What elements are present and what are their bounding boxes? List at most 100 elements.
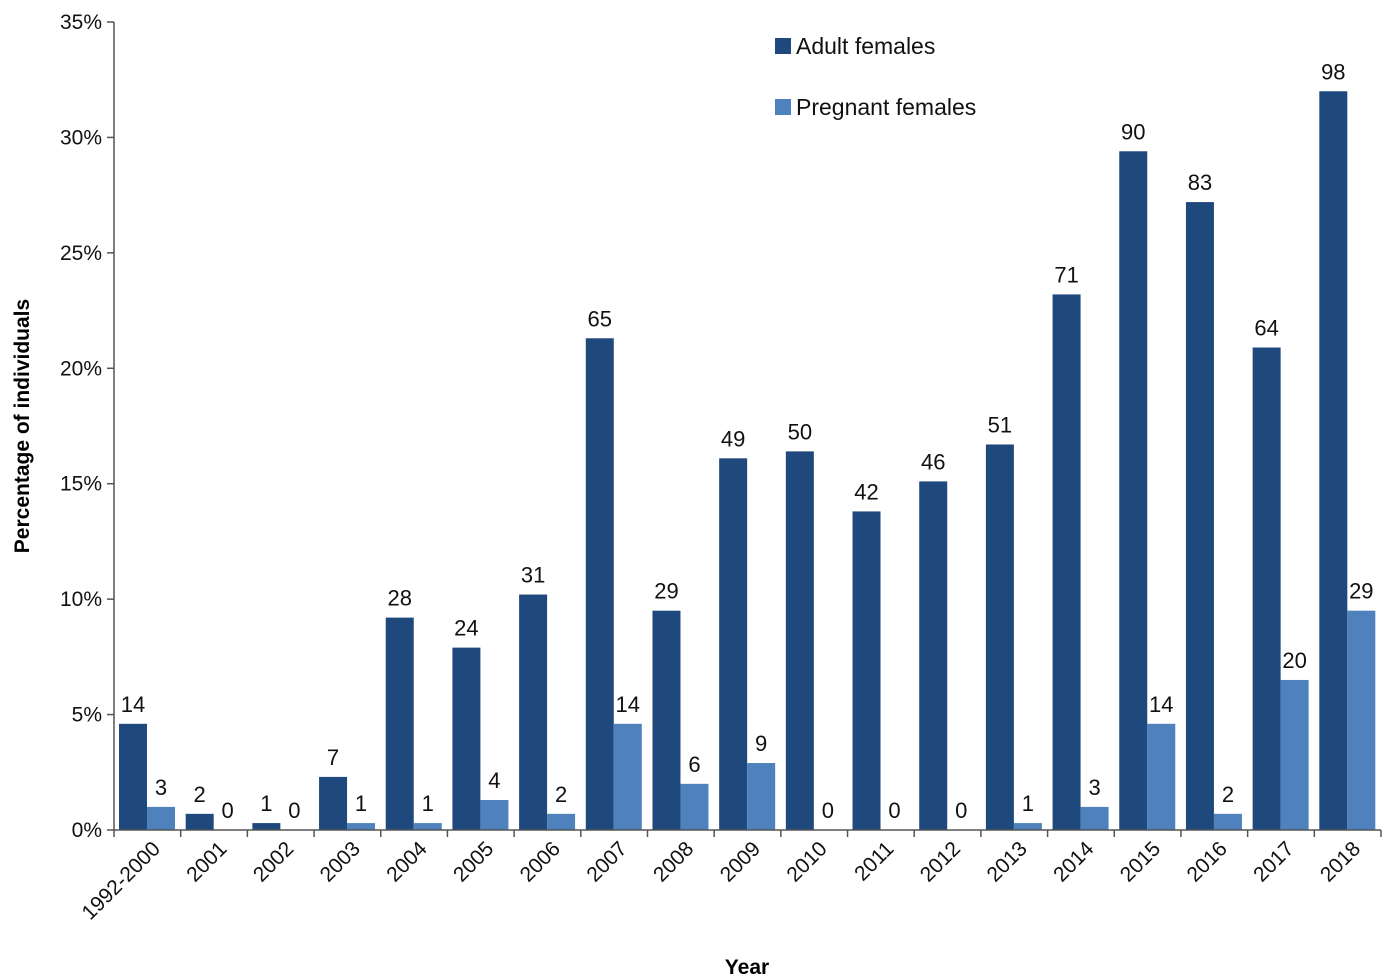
- x-tick-label: 2018: [1316, 837, 1365, 886]
- data-label: 0: [288, 798, 300, 823]
- data-label: 14: [121, 692, 145, 717]
- y-tick-label: 20%: [60, 357, 102, 380]
- legend-label-pregnant-females: Pregnant females: [796, 94, 976, 120]
- x-tick-label: 2004: [382, 837, 432, 887]
- bar: [1052, 294, 1081, 830]
- bar: [547, 813, 576, 830]
- data-label: 2: [194, 782, 206, 807]
- bar: [613, 723, 642, 830]
- bar: [652, 610, 681, 830]
- y-axis-ticks: 0% 5% 10% 15% 20% 25% 30% 35%: [60, 11, 114, 842]
- bar: [1080, 806, 1109, 830]
- data-label: 29: [1349, 579, 1373, 604]
- y-tick-label: 35%: [60, 11, 102, 34]
- x-tick-label: 2003: [316, 837, 365, 886]
- x-tick-label: 2011: [850, 837, 898, 885]
- x-tick-label: 1992-2000: [78, 837, 165, 924]
- bar: [1147, 723, 1176, 830]
- data-label: 1: [260, 791, 272, 816]
- plot-area: [119, 91, 1376, 830]
- data-label: 51: [988, 412, 1012, 437]
- bar: [919, 481, 948, 830]
- data-label: 9: [755, 731, 767, 756]
- bar: [1013, 823, 1042, 830]
- y-tick-label: 30%: [60, 126, 102, 149]
- y-tick-label: 25%: [60, 242, 102, 265]
- bar: [1252, 347, 1281, 830]
- data-label: 64: [1254, 316, 1278, 341]
- bar: [585, 338, 614, 830]
- data-label: 1: [422, 791, 434, 816]
- bar: [480, 799, 509, 830]
- bar: [1280, 679, 1309, 830]
- x-tick-label: 2013: [982, 837, 1031, 886]
- bar: [1119, 151, 1148, 830]
- data-label: 90: [1121, 119, 1145, 144]
- data-label: 2: [1222, 782, 1234, 807]
- bar: [719, 458, 748, 830]
- y-tick-label: 15%: [60, 473, 102, 496]
- data-label: 1: [355, 791, 367, 816]
- legend-swatch-pregnant-females: [775, 99, 791, 115]
- bar: [1185, 202, 1214, 830]
- bar: [319, 776, 348, 830]
- bar: [747, 763, 776, 830]
- data-label: 2: [555, 782, 567, 807]
- bar: [452, 647, 481, 830]
- data-label: 29: [654, 579, 678, 604]
- data-label: 98: [1321, 59, 1345, 84]
- data-label: 7: [327, 745, 339, 770]
- bar: [1319, 91, 1348, 830]
- bar: [385, 617, 414, 830]
- x-tick-label: 2009: [716, 837, 765, 886]
- data-label: 42: [854, 479, 878, 504]
- data-label: 0: [955, 798, 967, 823]
- data-label: 49: [721, 426, 745, 451]
- x-axis-title: Year: [725, 956, 769, 979]
- data-label: 1: [1022, 791, 1034, 816]
- bar: [985, 444, 1014, 830]
- x-tick-label: 2008: [649, 837, 698, 886]
- bar: [1213, 813, 1242, 830]
- x-axis-ticks: 1992-2000 2001 2002 2003 2004 2005 2006 2007 200…: [78, 830, 1382, 925]
- data-label: 4: [488, 768, 500, 793]
- x-tick-label: 2017: [1249, 837, 1298, 886]
- x-tick-label: 2007: [582, 837, 631, 886]
- y-tick-label: 5%: [72, 704, 102, 727]
- x-tick-label: 2012: [916, 837, 965, 886]
- data-label: 3: [1088, 775, 1100, 800]
- bar: [347, 823, 376, 830]
- bar: [852, 511, 881, 830]
- data-label: 20: [1282, 648, 1306, 673]
- x-tick-label: 2015: [1116, 837, 1165, 886]
- y-axis-title: Percentage of individuals: [11, 299, 34, 553]
- data-label: 3: [155, 775, 167, 800]
- data-label: 6: [688, 752, 700, 777]
- data-label: 31: [521, 563, 545, 588]
- bar: [680, 783, 709, 830]
- bar: [519, 594, 548, 830]
- data-label: 24: [454, 616, 478, 641]
- bar: [785, 451, 814, 830]
- y-tick-label: 0%: [72, 819, 102, 842]
- x-tick-label: 2006: [516, 837, 565, 886]
- bar: [185, 813, 214, 830]
- data-label: 46: [921, 449, 945, 474]
- x-tick-label: 2001: [182, 837, 231, 886]
- legend-label-adult-females: Adult females: [796, 33, 935, 59]
- data-label: 0: [822, 798, 834, 823]
- data-label: 83: [1188, 170, 1212, 195]
- data-label: 28: [387, 586, 411, 611]
- legend-swatch-adult-females: [775, 38, 791, 54]
- data-label: 14: [616, 692, 640, 717]
- x-tick-label: 2010: [782, 837, 831, 886]
- bar: [147, 806, 175, 830]
- y-tick-label: 10%: [60, 588, 102, 611]
- data-label: 71: [1054, 262, 1078, 287]
- legend: Adult females Pregnant females: [775, 33, 976, 120]
- data-label: 0: [222, 798, 234, 823]
- bar: [119, 723, 147, 830]
- bar: [413, 823, 442, 830]
- x-tick-label: 2014: [1049, 837, 1099, 887]
